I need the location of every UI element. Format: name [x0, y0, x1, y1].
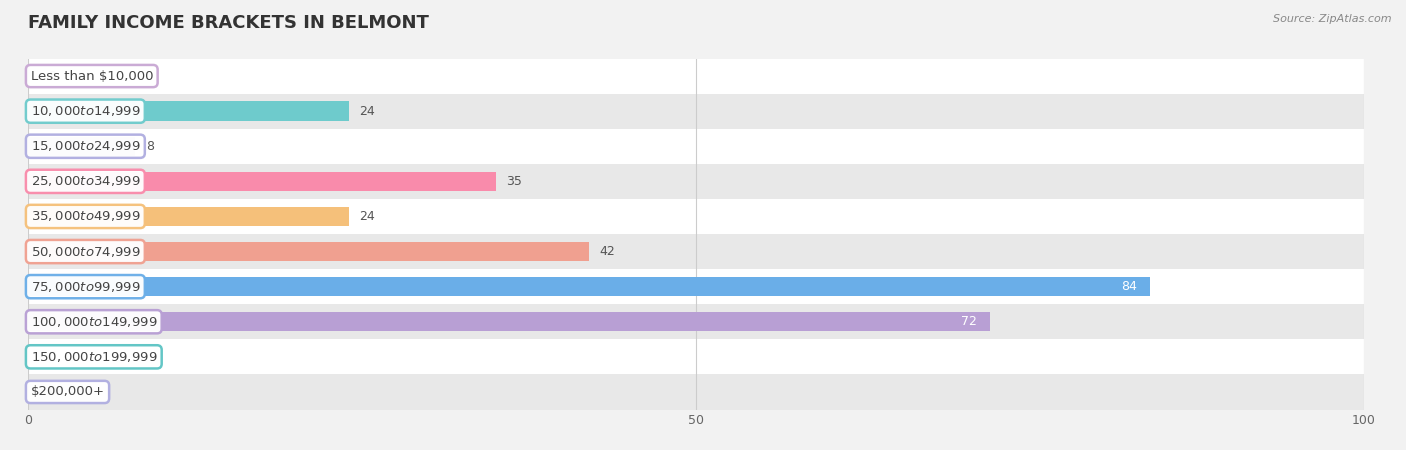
Text: 42: 42	[600, 245, 616, 258]
Text: $75,000 to $99,999: $75,000 to $99,999	[31, 279, 141, 294]
Bar	[28, 129, 1364, 164]
Bar	[28, 199, 1364, 234]
Text: 35: 35	[506, 175, 522, 188]
Bar	[28, 94, 1364, 129]
Text: Less than $10,000: Less than $10,000	[31, 70, 153, 82]
Text: Source: ZipAtlas.com: Source: ZipAtlas.com	[1274, 14, 1392, 23]
Text: 24: 24	[360, 105, 375, 117]
Text: $35,000 to $49,999: $35,000 to $49,999	[31, 209, 141, 224]
Bar	[28, 234, 1364, 269]
Text: $25,000 to $34,999: $25,000 to $34,999	[31, 174, 141, 189]
Bar	[28, 339, 1364, 374]
Bar	[28, 242, 589, 261]
Bar	[28, 172, 496, 191]
Text: $200,000+: $200,000+	[31, 386, 104, 398]
Bar	[28, 277, 1150, 296]
Text: 72: 72	[960, 315, 977, 328]
Text: $100,000 to $149,999: $100,000 to $149,999	[31, 315, 157, 329]
Bar	[28, 304, 1364, 339]
Text: $50,000 to $74,999: $50,000 to $74,999	[31, 244, 141, 259]
Text: 0: 0	[48, 70, 56, 82]
Text: 0: 0	[48, 351, 56, 363]
Text: $15,000 to $24,999: $15,000 to $24,999	[31, 139, 141, 153]
Text: FAMILY INCOME BRACKETS IN BELMONT: FAMILY INCOME BRACKETS IN BELMONT	[28, 14, 429, 32]
Text: 0: 0	[48, 386, 56, 398]
Text: $150,000 to $199,999: $150,000 to $199,999	[31, 350, 157, 364]
Text: 8: 8	[146, 140, 153, 153]
Bar	[28, 137, 135, 156]
Text: 84: 84	[1121, 280, 1136, 293]
Bar	[28, 207, 349, 226]
Bar	[28, 312, 990, 331]
Bar	[28, 164, 1364, 199]
Text: 24: 24	[360, 210, 375, 223]
Bar	[28, 102, 349, 121]
Text: $10,000 to $14,999: $10,000 to $14,999	[31, 104, 141, 118]
Bar	[28, 58, 1364, 94]
Bar	[28, 269, 1364, 304]
Bar	[28, 374, 1364, 410]
